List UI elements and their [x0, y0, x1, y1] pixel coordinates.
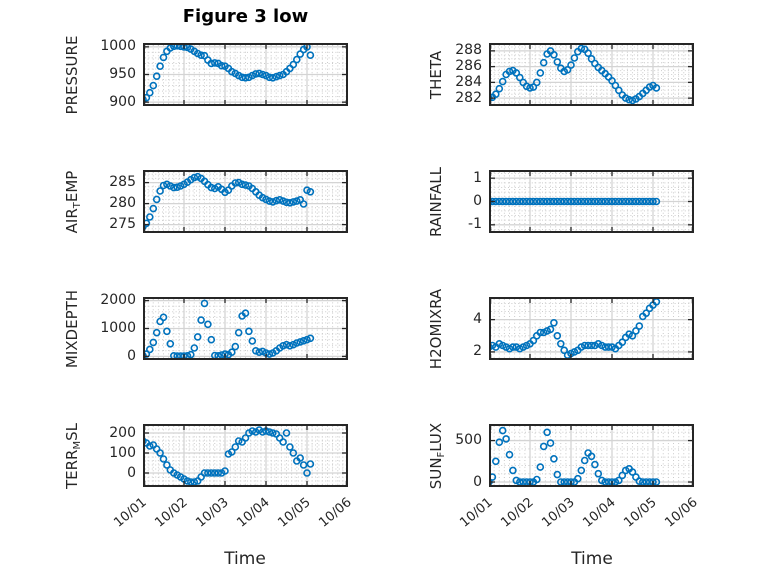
y-tick-label: 1000: [100, 38, 136, 55]
major-grid: [490, 425, 693, 486]
subplot-terr-msl: 0 100 200 TERRMSL 10/01 10/02 10/03 10/04 10/05 1…: [63, 422, 355, 530]
subplot-rainfall: -1 0 1 RAINFALL: [427, 167, 694, 236]
tick-marks: [489, 172, 694, 231]
axis-box: [489, 170, 694, 233]
figure-title: Figure 3 low: [182, 6, 309, 27]
y-tick-label: 285: [109, 174, 136, 191]
y-tick-label: 4: [473, 311, 482, 328]
plot-area-sun-flux: [489, 424, 694, 487]
y-tick-label: 280: [109, 195, 136, 212]
y-tick-label: 0: [127, 464, 136, 481]
plot-area-mixdepth: [143, 297, 348, 360]
y-tick-label: 100: [109, 444, 136, 461]
plot-area-terr-msl: [143, 424, 348, 487]
subplot-pressure: 900 950 1000 PRESSURE: [63, 35, 348, 114]
data-series-terr-msl: [143, 426, 315, 486]
subplot-mixdepth: 0 1000 2000 MIXDEPTH: [63, 289, 348, 368]
y-tick-label: 275: [109, 216, 136, 233]
tick-marks: [489, 45, 694, 104]
axis-box: [489, 424, 694, 487]
axis-box: [143, 170, 348, 233]
data-series-h2omixra: [489, 298, 661, 360]
y-tick-label: 282: [455, 89, 482, 106]
y-tick-label: 284: [455, 73, 482, 90]
major-grid: [144, 171, 347, 232]
y-tick-label: 1: [473, 169, 482, 186]
tick-marks: [143, 299, 348, 358]
axis-box: [489, 43, 694, 106]
minor-grid: [491, 426, 692, 485]
axis-box: [489, 297, 694, 360]
tick-marks: [489, 299, 694, 358]
plot-area-pressure: [143, 43, 348, 106]
xlabel-time-right: Time: [571, 549, 613, 569]
y-tick-label: 2000: [100, 292, 136, 309]
major-grid: [490, 298, 693, 359]
data-series-pressure: [143, 43, 315, 104]
minor-grid: [145, 172, 346, 233]
plot-area-rainfall: [489, 170, 694, 233]
plot-area-air-temp: [143, 170, 348, 233]
y-tick-label: 288: [455, 42, 482, 59]
y-tick-label: 2: [473, 343, 482, 360]
tick-marks: [143, 45, 348, 104]
subplot-theta: 282 284 286 288 THETA: [427, 42, 694, 106]
y-tick-label: 200: [109, 424, 136, 441]
y-tick-label: 0: [473, 193, 482, 209]
y-tick-label: -1: [468, 216, 482, 233]
axis-box: [143, 297, 348, 360]
tick-marks: [489, 426, 694, 485]
axis-box: [143, 43, 348, 106]
y-axis-label-sun-flux: SUNFLUX: [427, 422, 447, 489]
y-tick-label: 0: [473, 473, 482, 490]
tick-marks: [143, 172, 348, 231]
y-tick-label: 500: [455, 432, 482, 449]
data-series-air-temp: [143, 172, 315, 231]
y-tick-label: 286: [455, 58, 482, 75]
subplot-sun-flux: 0 500 SUNFLUX 10/01 10/02 10/03 10/04 10/05 10/0…: [427, 422, 701, 530]
y-tick-label: 1000: [100, 320, 136, 336]
subplot-h2omixra: 2 4 H2OMIXRA: [427, 288, 694, 369]
axis-box: [143, 424, 348, 487]
y-tick-label: 0: [127, 347, 136, 364]
plot-area-theta: [489, 43, 694, 106]
subplot-air-temp: 275 280 285 AIRTEMP: [63, 170, 348, 233]
tick-marks: [143, 426, 348, 485]
major-grid: [490, 44, 693, 105]
minor-grid: [491, 172, 692, 231]
y-axis-label-terr-msl: TERRMSL: [63, 422, 83, 489]
major-grid: [144, 298, 347, 359]
y-tick-label: 900: [109, 93, 136, 110]
data-series-theta: [489, 44, 661, 105]
plot-area-h2omixra: [489, 297, 694, 360]
y-tick-label: 950: [109, 66, 136, 82]
xlabel-time-left: Time: [224, 549, 266, 569]
